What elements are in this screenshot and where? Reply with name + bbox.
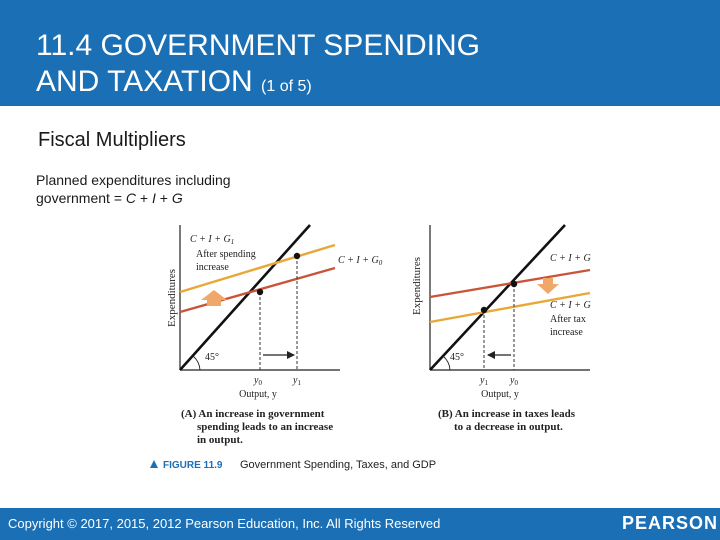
figure-triangle-icon [150, 460, 158, 468]
panel-a-orig-line-label: C + I + G0 [338, 255, 383, 267]
figure-number: FIGURE 11.9 [163, 460, 223, 471]
panel-b-y0-label: y0 [509, 375, 518, 387]
eq-g: G [171, 190, 183, 206]
panel-b-caption-1: (B) An increase in taxes leads [438, 408, 576, 420]
panel-b-equilibrium-0 [510, 280, 518, 288]
panel-b-y1-sub: 1 [484, 379, 488, 387]
figure-caption-text: Government Spending, Taxes, and GDP [240, 459, 436, 471]
panel-a-new-line-sub: 1 [231, 238, 235, 246]
header-bar: 11.4 GOVERNMENT SPENDING AND TAXATION (1… [0, 0, 720, 106]
panel-a-y-axis-label: Expenditures [166, 269, 178, 327]
panel-a-caption-3: in output. [197, 434, 243, 446]
panel-a-upper-line [179, 243, 336, 294]
panel-b: 45° Expenditures Output, y y1 y0 C + I +… [411, 224, 591, 433]
panel-a-x-axis-label: Output, y [239, 389, 277, 400]
panel-b-y-axis-label: Expenditures [411, 257, 423, 315]
panel-a-y0-label: y0 [253, 375, 262, 387]
panel-b-y0-text: y [509, 375, 515, 386]
panel-b-x-axis-text: Output, y [481, 389, 519, 400]
panel-b-upper-line [429, 268, 591, 299]
body-text: Planned expenditures including governmen… [36, 171, 271, 207]
panel-a-lower-line [179, 266, 336, 314]
panel-a-equilibrium-0 [256, 288, 264, 296]
eq-plus-1: + [136, 190, 152, 206]
panel-a-new-line-text: C + I + G [190, 234, 231, 245]
panel-a-orig-line-text: C + I + G [338, 255, 379, 266]
panel-a-y1-sub: 1 [297, 379, 301, 387]
panel-b-orig-line-label: C + I + G [550, 253, 591, 264]
panel-b-45-degree-line [429, 224, 566, 371]
title-line-2-text: AND TAXATION [36, 65, 253, 98]
panel-a-y1-label: y1 [292, 375, 301, 387]
panel-a: 45° Expenditures Output, y y0 y1 C + I +… [166, 224, 383, 446]
title-suffix: (1 of 5) [261, 78, 312, 95]
panel-b-new-line-label: C + I + G [550, 300, 591, 311]
panel-a-y1-text: y [292, 375, 298, 386]
panel-a-caption-2: spending leads to an increase [197, 421, 333, 433]
page-title: 11.4 GOVERNMENT SPENDING AND TAXATION (1… [36, 28, 480, 105]
panel-a-y0-sub: 0 [258, 379, 262, 387]
panel-b-angle-arc [442, 355, 451, 371]
body-text-prefix: Planned expenditures including governmen… [36, 172, 231, 206]
panel-a-after-label-2: increase [196, 262, 229, 273]
panel-a-orig-line-sub: 0 [379, 259, 383, 267]
panel-b-lower-line [429, 291, 591, 324]
footer-bar: Copyright © 2017, 2015, 2012 Pearson Edu… [0, 508, 720, 540]
panel-b-angle-label: 45° [450, 352, 464, 363]
panel-a-after-label-1: After spending [196, 249, 256, 260]
panel-b-equilibrium-1 [480, 306, 488, 314]
eq-c: C [125, 190, 137, 206]
panel-a-x-axis-text: Output, y [239, 389, 277, 400]
panel-a-up-arrow-icon [201, 290, 227, 306]
panel-b-x-axis-label: Output, y [481, 389, 519, 400]
figure-caption: FIGURE 11.9 Government Spending, Taxes, … [150, 459, 436, 471]
panel-b-y0-sub: 0 [514, 379, 518, 387]
eq-i: I [151, 190, 156, 206]
panel-a-new-line-label: C + I + G1 [190, 234, 234, 246]
panel-a-45-degree-line [179, 224, 311, 371]
title-line-1: 11.4 GOVERNMENT SPENDING [36, 29, 480, 62]
panel-b-caption-2: to a decrease in output. [454, 421, 563, 433]
panel-a-y0-text: y [253, 375, 259, 386]
panel-b-y1-text: y [479, 375, 485, 386]
panel-a-equilibrium-1 [293, 252, 301, 260]
panel-b-y1-label: y1 [479, 375, 488, 387]
eq-plus-2: + [155, 190, 172, 206]
panel-a-angle-label: 45° [205, 352, 219, 363]
title-line-2: AND TAXATION (1 of 5) [36, 64, 480, 105]
panel-a-caption-1: (A) An increase in government [181, 408, 325, 420]
slide-subtitle: Fiscal Multipliers [38, 129, 186, 151]
panel-b-down-arrow-icon [537, 278, 559, 294]
pearson-logo: PEARSON [622, 513, 719, 533]
panel-b-after-label-2: increase [550, 327, 583, 338]
copyright-text: Copyright © 2017, 2015, 2012 Pearson Edu… [8, 516, 441, 531]
panel-a-angle-arc [192, 355, 201, 371]
panel-b-after-label-1: After tax [550, 314, 586, 325]
